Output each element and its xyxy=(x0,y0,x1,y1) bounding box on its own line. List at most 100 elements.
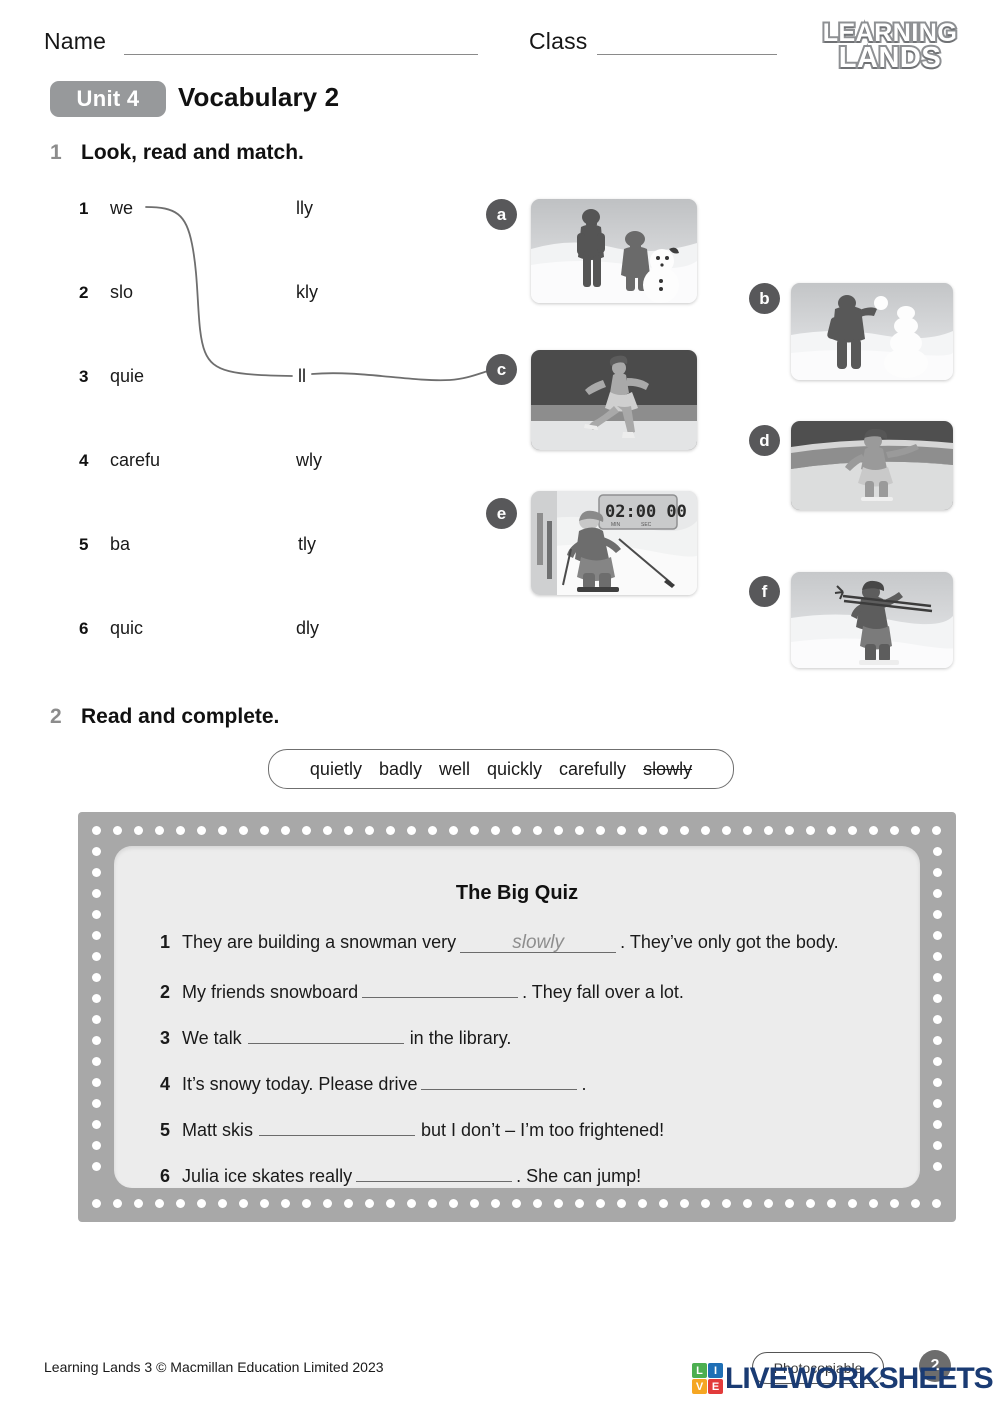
picture-badge-a[interactable]: a xyxy=(486,199,517,230)
quiz-box: The Big Quiz 1 They are building a snowm… xyxy=(78,812,956,1222)
quiz-border-dot xyxy=(743,1199,752,1208)
quiz-border-dot xyxy=(197,1199,206,1208)
quiz-border-dot xyxy=(554,1199,563,1208)
match-right-5[interactable]: tly xyxy=(298,534,316,554)
page-number-label: 2 xyxy=(930,1357,940,1374)
word-bank: quietly badly well quickly carefully slo… xyxy=(268,749,734,789)
picture-badge-f[interactable]: f xyxy=(749,576,780,607)
picture-badge-b[interactable]: b xyxy=(749,283,780,314)
picture-f[interactable] xyxy=(791,572,953,668)
match-left-1[interactable]: we xyxy=(110,198,134,218)
name-label: Name xyxy=(44,28,107,54)
exercise-2-number: 2 xyxy=(50,705,62,728)
quiz-border-dot xyxy=(827,826,836,835)
quiz-border-dot xyxy=(92,910,101,919)
page-title: Vocabulary 2 xyxy=(178,82,340,112)
quiz-row-6-before: Julia ice skates really xyxy=(182,1166,353,1186)
class-label: Class xyxy=(529,28,588,54)
quiz-row-6-answer[interactable] xyxy=(356,1162,513,1182)
quiz-border-dot xyxy=(933,1036,942,1045)
quiz-row-2-number: 2 xyxy=(160,982,171,1002)
quiz-border-dot xyxy=(933,952,942,961)
quiz-border-dot xyxy=(470,1199,479,1208)
quiz-row-6-after: . She can jump! xyxy=(516,1166,642,1186)
quiz-border-dot xyxy=(933,1015,942,1024)
match-left-4[interactable]: carefu xyxy=(110,450,161,470)
exercise-2-title: Read and complete. xyxy=(81,705,280,728)
picture-badge-d[interactable]: d xyxy=(749,425,780,456)
name-input-line[interactable] xyxy=(124,54,478,55)
quiz-border-dot xyxy=(428,1199,437,1208)
liveworksheets-wordmark: LIVEWORKSHEETS xyxy=(725,1361,994,1395)
quiz-border-dot xyxy=(281,826,290,835)
picture-badge-c-label: c xyxy=(496,360,507,379)
match-right-1[interactable]: lly xyxy=(296,198,313,218)
quiz-border-dot xyxy=(134,826,143,835)
picture-b[interactable] xyxy=(791,283,953,380)
match-left-2[interactable]: slo xyxy=(110,282,134,302)
word-bank-item-well[interactable]: well xyxy=(438,758,470,779)
unit-badge-label: Unit 4 xyxy=(76,86,140,111)
picture-a[interactable] xyxy=(531,199,697,303)
quiz-border-dot xyxy=(491,1199,500,1208)
quiz-border-dot xyxy=(92,1057,101,1066)
word-bank-item-quietly[interactable]: quietly xyxy=(309,758,362,779)
quiz-row-3-after: in the library. xyxy=(409,1028,512,1048)
quiz-border-dot xyxy=(722,1199,731,1208)
match-left-5[interactable]: ba xyxy=(110,534,131,554)
quiz-row-4-answer[interactable] xyxy=(421,1070,578,1090)
quiz-border-dot xyxy=(785,1199,794,1208)
live-tile-l: L xyxy=(692,1363,707,1378)
picture-c[interactable] xyxy=(531,350,697,450)
match-left-6[interactable]: quic xyxy=(110,618,144,638)
word-bank-item-carefully[interactable]: carefully xyxy=(559,758,627,779)
quiz-border-dot xyxy=(764,826,773,835)
word-bank-item-badly[interactable]: badly xyxy=(378,758,422,779)
word-bank-item-slowly[interactable]: slowly xyxy=(643,758,693,779)
match-right-2[interactable]: kly xyxy=(296,282,318,302)
class-input-line[interactable] xyxy=(597,54,777,55)
quiz-row-2: 2 My friends snowboard . They fall over … xyxy=(160,978,684,1003)
quiz-border-dot xyxy=(764,1199,773,1208)
quiz-border-dot xyxy=(933,868,942,877)
picture-badge-d-label: d xyxy=(759,431,770,450)
quiz-border-dot xyxy=(933,910,942,919)
timer-display: 02:00 00 MIN SEC xyxy=(598,494,687,530)
quiz-border-dot xyxy=(92,1199,101,1208)
quiz-row-4-after: . xyxy=(581,1074,587,1094)
quiz-row-3-answer[interactable] xyxy=(247,1024,404,1044)
quiz-border-dot xyxy=(92,1120,101,1129)
page-number-badge: 2 xyxy=(919,1350,951,1382)
match-right-3[interactable]: ll xyxy=(298,366,306,386)
quiz-row-5: 5 Matt skis but I don’t – I’m too fright… xyxy=(160,1116,664,1141)
quiz-row-2-after: . They fall over a lot. xyxy=(522,982,684,1002)
timer-min-label: MIN xyxy=(611,522,621,528)
quiz-border-dot xyxy=(92,1015,101,1024)
quiz-border-dot xyxy=(533,1199,542,1208)
picture-e[interactable]: 02:00 00 MIN SEC xyxy=(531,491,697,595)
picture-badge-c[interactable]: c xyxy=(486,354,517,385)
quiz-row-2-answer[interactable] xyxy=(362,978,519,998)
quiz-row-3-number: 3 xyxy=(160,1028,171,1048)
picture-badge-f-label: f xyxy=(761,582,768,601)
quiz-border-dot xyxy=(155,1199,164,1208)
quiz-border-dot xyxy=(260,1199,269,1208)
quiz-border-dot xyxy=(470,826,479,835)
picture-badge-e-label: e xyxy=(496,504,507,523)
quiz-border-dot xyxy=(92,868,101,877)
liveworksheets-logo[interactable]: L I V E LIVEWORKSHEETS xyxy=(692,1361,994,1395)
quiz-border-dot xyxy=(260,826,269,835)
picture-d[interactable] xyxy=(791,421,953,510)
quiz-border-dot xyxy=(933,994,942,1003)
quiz-border-dot xyxy=(92,1162,101,1171)
quiz-title: The Big Quiz xyxy=(455,882,579,904)
quiz-border-dot xyxy=(407,1199,416,1208)
quiz-row-4: 4 It’s snowy today. Please drive . xyxy=(160,1070,586,1095)
quiz-row-5-answer[interactable] xyxy=(259,1116,416,1136)
picture-badge-e[interactable]: e xyxy=(486,498,517,529)
match-right-6[interactable]: dly xyxy=(296,618,320,638)
quiz-row-1-answer[interactable]: slowly xyxy=(460,933,617,953)
match-right-4[interactable]: wly xyxy=(296,450,322,470)
match-left-3[interactable]: quie xyxy=(110,366,145,386)
word-bank-item-quickly[interactable]: quickly xyxy=(487,758,543,779)
